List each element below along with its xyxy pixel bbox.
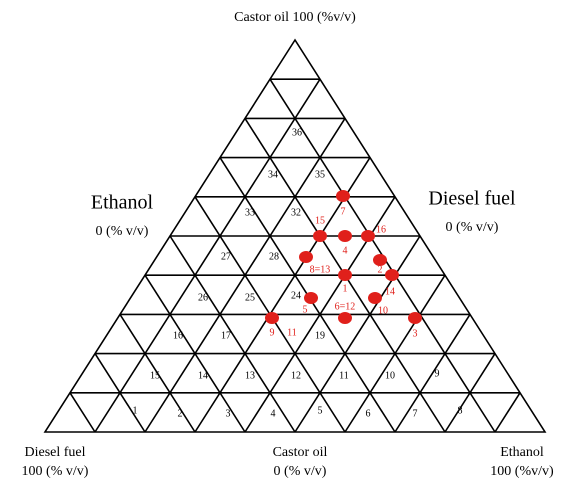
point-label: 2 (378, 264, 383, 275)
region-label: 4 (271, 408, 276, 419)
bottom-center-name: Castor oil (273, 445, 328, 460)
point-label: 5 (303, 304, 308, 315)
region-label: 14 (198, 370, 208, 381)
grid-line (69, 392, 96, 433)
data-point (373, 254, 387, 266)
bottom-center-value: 0 (% v/v) (274, 464, 327, 479)
point-label: 11 (287, 327, 297, 338)
region-label: 28 (269, 251, 279, 262)
region-label: 2 (178, 408, 183, 419)
point-label: 9 (270, 327, 275, 338)
region-label: 35 (315, 169, 325, 180)
region-label: 15 (150, 370, 160, 381)
region-label: 32 (291, 207, 301, 218)
left-value: 0 (% v/v) (96, 224, 149, 239)
region-label: 25 (245, 292, 255, 303)
data-point (368, 292, 382, 304)
point-label: 6=12 (335, 301, 356, 312)
region-label: 24 (291, 290, 301, 301)
region-label: 27 (221, 251, 231, 262)
grid-line (494, 392, 521, 433)
grid-line (119, 313, 196, 433)
grid-line (294, 235, 421, 433)
region-label: 13 (245, 370, 255, 381)
region-label: 19 (315, 330, 325, 341)
grid-line (194, 157, 371, 433)
bottom-right-name: Ethanol (500, 445, 544, 460)
bottom-left-name: Diesel fuel (24, 445, 85, 460)
data-point (304, 292, 318, 304)
region-label: 17 (221, 330, 231, 341)
point-label: 7 (341, 206, 346, 217)
region-label: 36 (292, 127, 302, 138)
bottom-right-value: 100 (%v/v) (490, 464, 554, 479)
region-label: 11 (339, 370, 349, 381)
region-label: 9 (435, 368, 440, 379)
data-point (338, 312, 352, 324)
region-label: 7 (413, 408, 418, 419)
point-label: 10 (378, 305, 388, 316)
data-point (336, 190, 350, 202)
data-point (313, 230, 327, 242)
region-label: 26 (198, 292, 208, 303)
left-name: Ethanol (91, 192, 154, 214)
data-point (299, 251, 313, 263)
data-point (361, 230, 375, 242)
point-label: 8=13 (310, 264, 331, 275)
region-label: 1 (133, 405, 138, 416)
right-value: 0 (% v/v) (446, 220, 499, 235)
point-label: 3 (413, 328, 418, 339)
region-label: 16 (173, 330, 183, 341)
right-name: Diesel fuel (428, 188, 516, 210)
point-label: 14 (385, 286, 395, 297)
grid-line (394, 313, 471, 433)
region-label: 5 (318, 405, 323, 416)
apex-label: Castor oil 100 (%v/v) (234, 10, 356, 25)
region-label: 8 (458, 405, 463, 416)
point-label: 4 (343, 245, 348, 256)
region-label: 3 (226, 408, 231, 419)
region-label: 34 (268, 169, 278, 180)
data-point (265, 312, 279, 324)
point-label: 1 (343, 283, 348, 294)
region-label: 6 (366, 408, 371, 419)
bottom-left-value: 100 (% v/v) (22, 464, 89, 479)
grid-line (94, 78, 321, 433)
data-point (338, 230, 352, 242)
region-label: 33 (245, 207, 255, 218)
region-label: 12 (291, 370, 301, 381)
data-point (338, 269, 352, 281)
region-label: 10 (385, 370, 395, 381)
data-point (385, 269, 399, 281)
point-label: 16 (376, 224, 386, 235)
data-point (408, 312, 422, 324)
point-label: 15 (315, 215, 325, 226)
grid-line (169, 235, 296, 433)
